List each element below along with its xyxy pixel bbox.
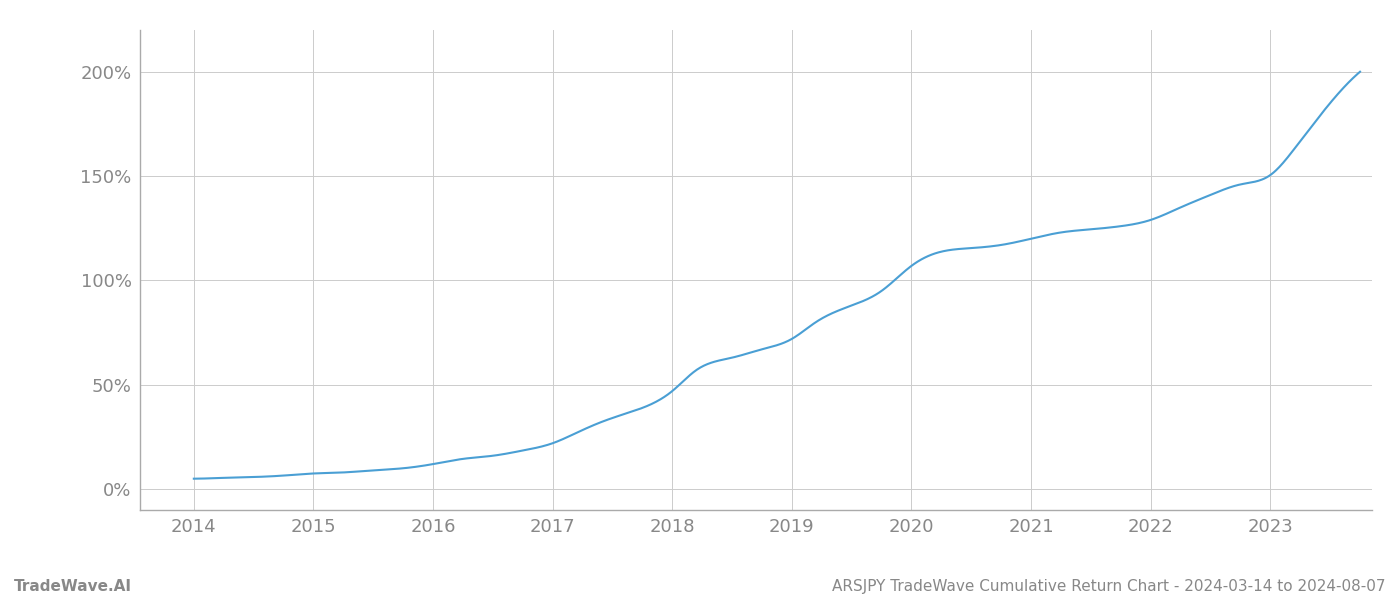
Text: TradeWave.AI: TradeWave.AI	[14, 579, 132, 594]
Text: ARSJPY TradeWave Cumulative Return Chart - 2024-03-14 to 2024-08-07: ARSJPY TradeWave Cumulative Return Chart…	[833, 579, 1386, 594]
